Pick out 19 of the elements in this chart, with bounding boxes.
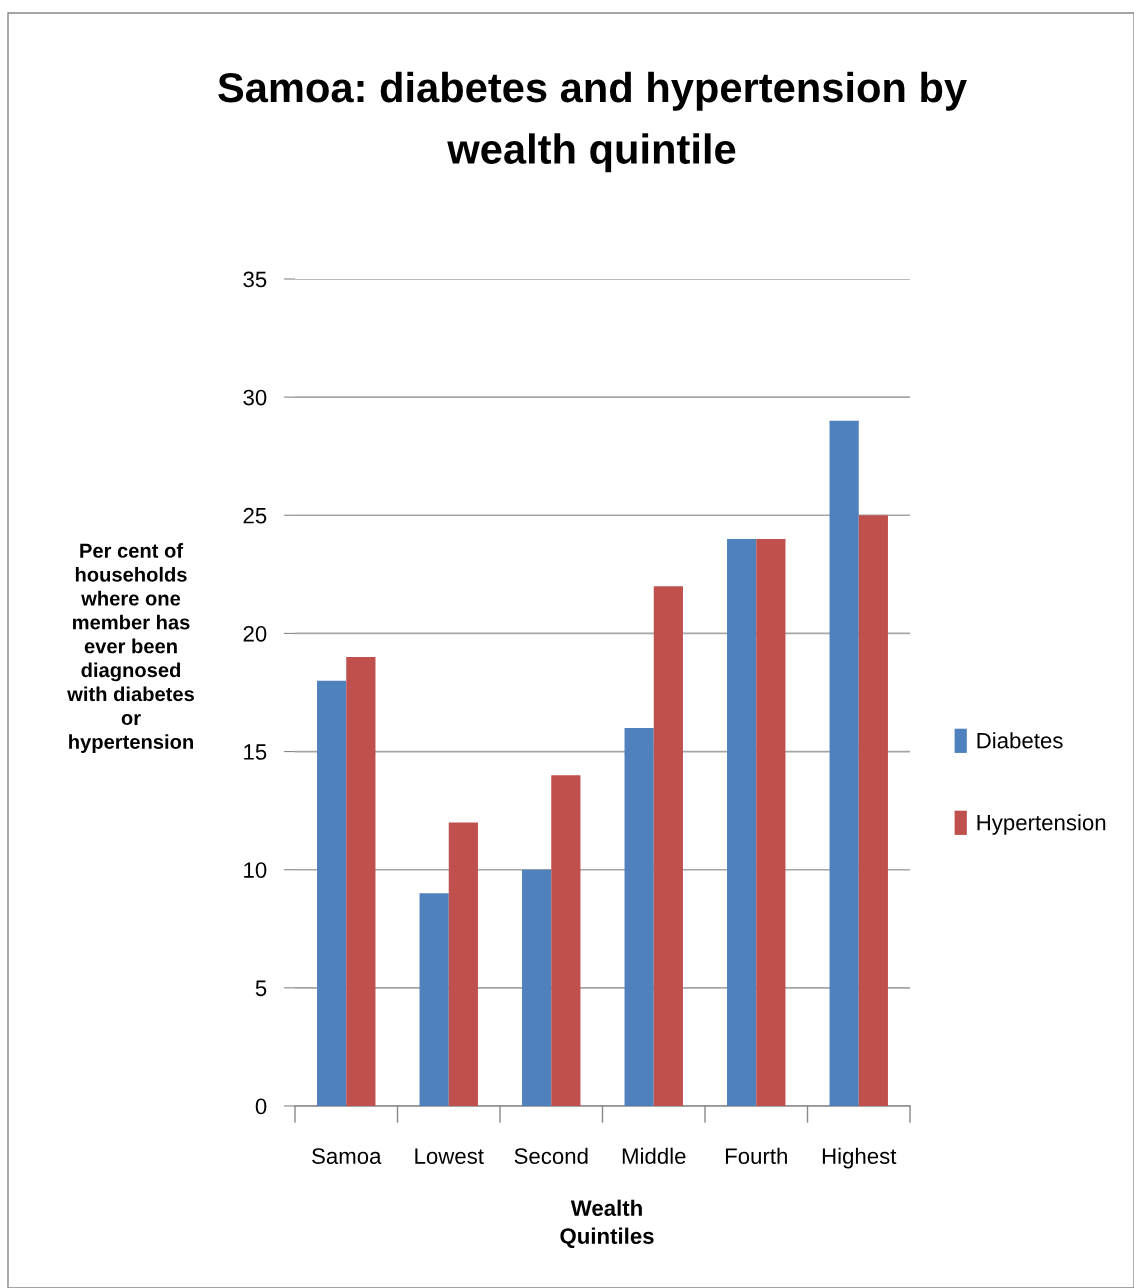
legend-label: Hypertension (977, 814, 1106, 835)
x-tick-label: Highest (822, 1147, 897, 1169)
y-tick-label: 5 (255, 980, 267, 997)
y-tick-label: 0 (255, 1098, 267, 1115)
y-tick-label: 20 (243, 625, 267, 642)
chart-title: Samoa: diabetes and hypertension by wealth quintile (218, 71, 967, 173)
x-tick-label: Second (514, 1147, 588, 1164)
x-tick-label: Samoa (312, 1148, 382, 1164)
y-tick-label: 35 (243, 271, 267, 288)
x-tick-label: Middle (622, 1147, 686, 1164)
y-tick-label: 30 (243, 389, 267, 406)
y-tick-label: 10 (244, 862, 267, 878)
x-axis-title: Wealth Quintiles (560, 1199, 654, 1249)
legend-label: Diabetes (977, 732, 1063, 749)
x-tick-label: Lowest (415, 1148, 484, 1164)
y-tick-label: 15 (244, 744, 267, 760)
y-tick-label: 25 (243, 507, 267, 524)
text: Per cent of households where one member has ever been diagnosed with diabetes or hypertension (67, 543, 194, 753)
x-tick-label: Fourth (725, 1147, 787, 1164)
